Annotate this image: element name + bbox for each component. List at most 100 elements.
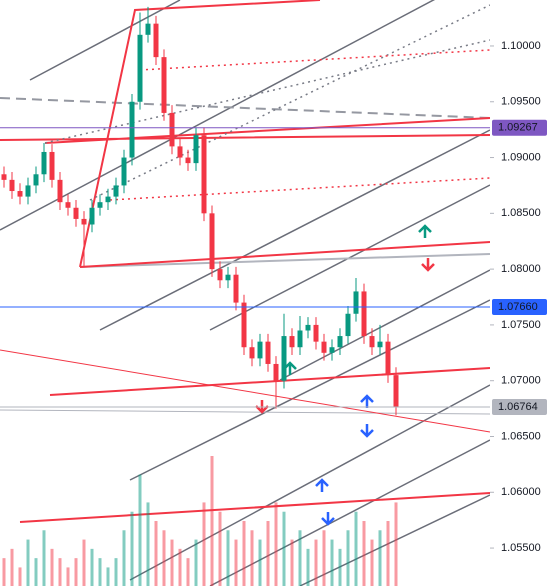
y-tick-label: 1.07500 <box>501 319 541 331</box>
volume-bar <box>154 521 158 586</box>
volume-bar <box>226 530 230 586</box>
candle-body <box>281 336 287 381</box>
price-label-bg <box>492 119 547 136</box>
volume-bar <box>242 521 246 586</box>
candle-body <box>313 324 319 342</box>
channel-line <box>129 299 491 481</box>
arrow-pair <box>315 478 335 526</box>
volume-bar <box>186 558 190 586</box>
price-label: 1.09267 <box>498 122 538 134</box>
trend-line <box>0 349 491 433</box>
candle-body <box>249 347 255 359</box>
dotted-line <box>44 4 491 201</box>
volume-bar <box>194 539 198 586</box>
volume-bar <box>42 530 46 586</box>
candle-body <box>377 341 383 348</box>
volume-bar <box>66 567 70 586</box>
volume-bar <box>74 558 78 586</box>
volume-bar <box>386 521 390 586</box>
volume-bar <box>90 548 94 586</box>
candle-body <box>137 34 143 102</box>
candle-body <box>129 101 135 158</box>
volume-bar <box>170 539 174 586</box>
candle-body <box>17 191 23 197</box>
volume-bar <box>218 511 222 586</box>
candles <box>1 6 399 586</box>
candle-body <box>41 151 47 175</box>
trend-line <box>0 409 491 415</box>
volume-bar <box>146 502 150 586</box>
y-tick-label: 1.06500 <box>501 430 541 442</box>
candle-body <box>353 291 359 314</box>
volume-bar <box>202 502 206 586</box>
arrow-down <box>421 258 435 272</box>
y-tick-label: 1.05500 <box>501 542 541 554</box>
candle-body <box>265 341 271 364</box>
candle-body <box>33 174 39 186</box>
candle-body <box>81 218 87 225</box>
candle-body <box>297 330 303 348</box>
candle-body <box>169 112 175 147</box>
drawings <box>0 0 491 586</box>
volume-bar <box>98 558 102 586</box>
arrow-down <box>255 400 269 414</box>
y-tick-label: 1.07000 <box>501 375 541 387</box>
candle-body <box>145 23 151 35</box>
price-label: 1.07660 <box>498 301 538 313</box>
volume-bar <box>130 511 134 586</box>
volume-bar <box>234 539 238 586</box>
candle-body <box>233 274 239 303</box>
volume-bar <box>82 539 86 586</box>
volume-bar <box>322 530 326 586</box>
candle-body <box>153 23 159 58</box>
candle-body <box>65 202 71 208</box>
y-tick-label: 1.09500 <box>501 96 541 108</box>
price-label: 1.06764 <box>498 401 538 413</box>
candle-body <box>329 347 335 353</box>
volume-bar <box>346 530 350 586</box>
candle-body <box>217 269 223 281</box>
volume-bar <box>354 511 358 586</box>
volume-bar <box>330 539 334 586</box>
candle-body <box>321 341 327 353</box>
volume-bar <box>282 511 286 586</box>
y-tick-label: 1.06000 <box>501 486 541 498</box>
volume-bar <box>370 539 374 586</box>
arrow-up <box>418 224 432 238</box>
candle-body <box>9 179 15 192</box>
candle-body <box>1 174 7 180</box>
volume-bar <box>2 558 6 586</box>
candle-body <box>225 274 231 281</box>
volume-bar <box>18 567 22 586</box>
volume-bar <box>138 474 142 586</box>
volume-bar <box>394 502 398 586</box>
volume-bar <box>34 558 38 586</box>
volume-bar <box>50 548 54 586</box>
volume-bar <box>58 558 62 586</box>
candle-body <box>177 146 183 158</box>
candle-body <box>161 57 167 113</box>
candle-body <box>257 341 263 359</box>
channel-line <box>99 129 491 331</box>
volume-bar <box>266 521 270 586</box>
price-axis <box>490 0 557 586</box>
volume-bar <box>258 539 262 586</box>
candle-body <box>305 324 311 331</box>
y-tick-label: 1.09000 <box>501 151 541 163</box>
channel-line <box>129 384 491 581</box>
candle-body <box>185 157 191 164</box>
volume-bar <box>378 530 382 586</box>
volume-bar <box>362 521 366 586</box>
channel-line <box>209 439 491 586</box>
candle-body <box>105 196 111 203</box>
y-tick-label: 1.08500 <box>501 207 541 219</box>
candle-body <box>209 213 215 270</box>
volume-bar <box>106 567 110 586</box>
candle-body <box>393 375 399 408</box>
volume-bar <box>290 539 294 586</box>
candle-body <box>273 363 279 381</box>
volume-bar <box>162 530 166 586</box>
candle-body <box>113 185 119 197</box>
volume-bar <box>122 530 126 586</box>
channel-line <box>29 0 181 81</box>
